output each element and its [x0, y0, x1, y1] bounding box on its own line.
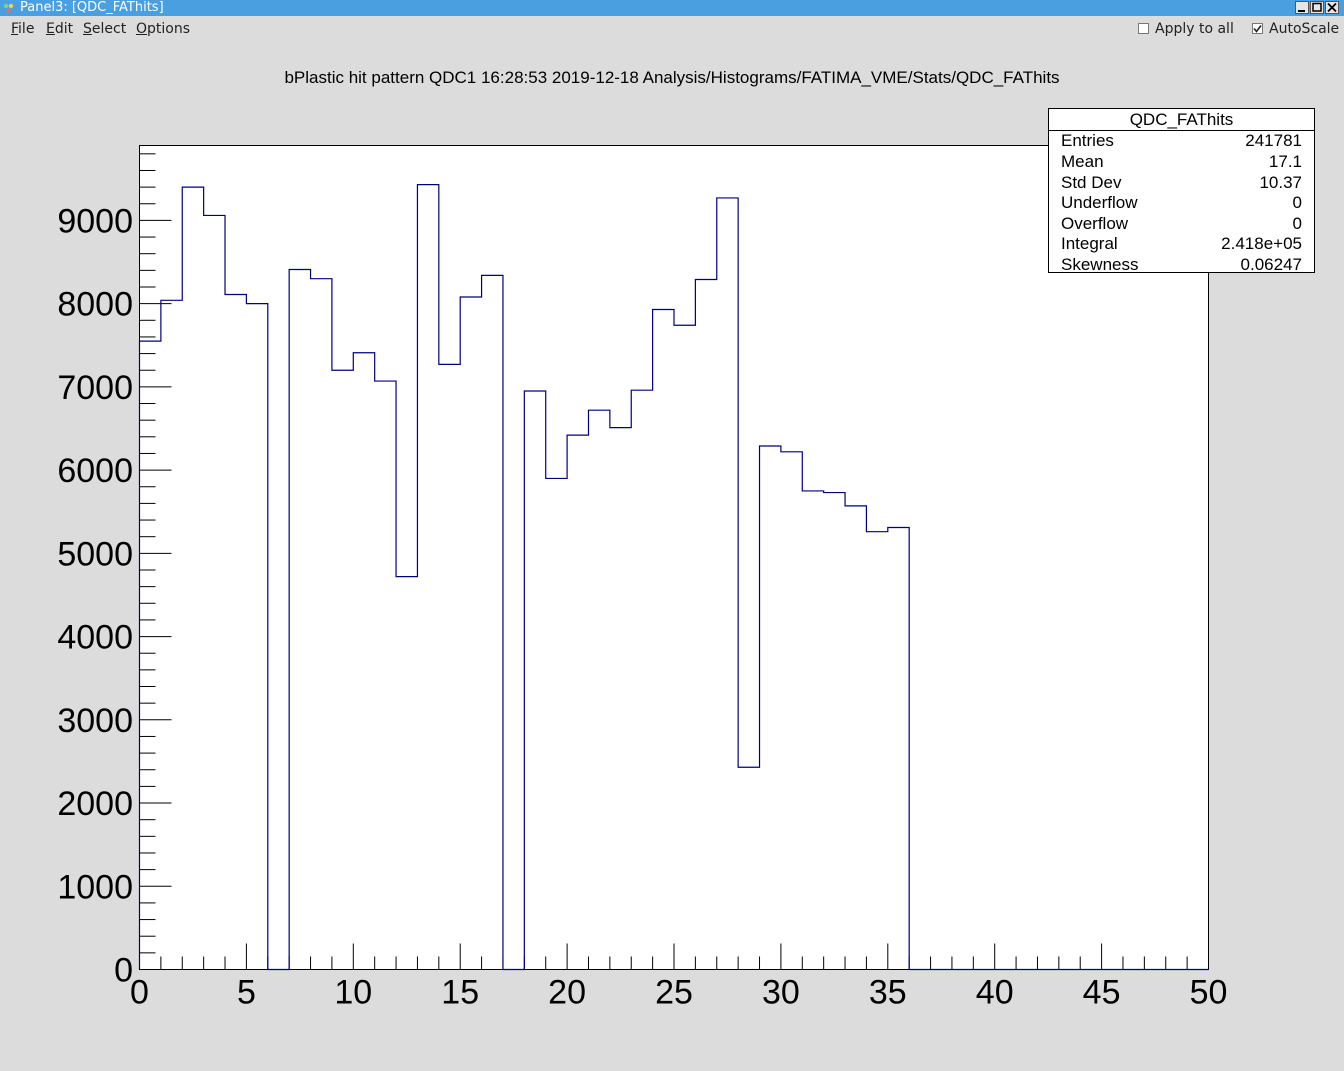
stats-value: 0.06247 [1240, 255, 1302, 274]
stats-value: 0 [1292, 214, 1302, 233]
stats-value: 17.1 [1268, 152, 1302, 171]
stats-row-integral: Integral 2.418e+05 [1061, 234, 1302, 254]
apply-to-all-checkbox[interactable] [1138, 23, 1149, 34]
plot-frame [139, 145, 1209, 970]
y-axis-labels: 0 1000 2000 3000 4000 5000 6000 7000 8000 9000 [57, 202, 133, 989]
stats-value: 0 [1292, 193, 1302, 212]
checkmark-icon [1253, 25, 1262, 33]
x-axis-labels: 0 5 10 15 20 25 30 35 40 45 50 [130, 974, 1227, 1012]
y-tick-label: 7000 [57, 369, 133, 407]
stats-row-mean: Mean 17.1 [1061, 152, 1302, 172]
close-icon [1327, 2, 1337, 13]
x-tick-label: 25 [655, 974, 693, 1012]
y-tick-label: 2000 [57, 785, 133, 823]
stats-label: Mean [1061, 152, 1104, 171]
stats-title: QDC_FAThits [1129, 110, 1234, 129]
x-tick-label: 15 [441, 974, 479, 1012]
x-tick-label: 5 [237, 974, 256, 1012]
apply-to-all-label: Apply to all [1155, 21, 1234, 37]
x-tick-label: 45 [1083, 974, 1121, 1012]
maximize-button[interactable] [1310, 1, 1324, 14]
x-tick-label: 30 [762, 974, 800, 1012]
menu-select[interactable]: Select [83, 21, 127, 37]
stats-label: Underflow [1061, 193, 1138, 212]
maximize-icon [1312, 2, 1322, 12]
chart-title: bPlastic hit pattern QDC1 16:28:53 2019-… [284, 68, 1060, 87]
stats-value: 10.37 [1259, 173, 1302, 192]
x-tick-label: 20 [548, 974, 586, 1012]
x-tick-label: 10 [334, 974, 372, 1012]
y-tick-label: 8000 [57, 286, 133, 324]
stats-value: 241781 [1245, 131, 1302, 150]
stats-box[interactable]: QDC_FAThits Entries 241781 Mean 17.1 Std D… [1048, 108, 1315, 275]
stats-row-skewness: Skewness 0.06247 [1061, 255, 1302, 275]
stats-label: Skewness [1061, 255, 1139, 274]
stats-label: Overflow [1061, 214, 1129, 233]
y-tick-label: 9000 [57, 202, 133, 240]
x-tick-label: 50 [1190, 974, 1228, 1012]
minimize-icon [1298, 10, 1305, 12]
stats-value: 2.418e+05 [1221, 234, 1302, 253]
y-axis-ticks [139, 153, 172, 970]
y-tick-label: 6000 [57, 452, 133, 490]
close-button[interactable] [1325, 1, 1339, 14]
x-tick-label: 0 [130, 974, 149, 1012]
y-tick-label: 4000 [57, 619, 133, 657]
stats-row-entries: Entries 241781 [1061, 131, 1302, 151]
y-tick-label: 0 [114, 952, 133, 990]
x-tick-label: 35 [869, 974, 907, 1012]
y-tick-label: 3000 [57, 702, 133, 740]
window-title: Panel3: [QDC_FAThits] [20, 0, 164, 15]
stats-label: Integral [1061, 234, 1118, 253]
y-tick-label: 1000 [57, 868, 133, 906]
stats-label: Entries [1061, 131, 1114, 150]
y-tick-label: 5000 [57, 535, 133, 573]
autoscale-checkbox[interactable] [1252, 23, 1263, 34]
stats-row-overflow: Overflow 0 [1061, 214, 1302, 234]
menu-options[interactable]: Options [136, 21, 191, 37]
minimize-button[interactable] [1295, 1, 1309, 14]
stats-row-std-dev: Std Dev 10.37 [1061, 173, 1302, 193]
menu-file[interactable]: File [11, 21, 35, 37]
stats-divider [1049, 130, 1314, 131]
window-titlebar[interactable]: Panel3: [QDC_FAThits] [0, 0, 1344, 16]
menu-bar: File Edit Select Options Apply to all Au… [0, 17, 1344, 42]
x-tick-label: 40 [976, 974, 1014, 1012]
stats-row-underflow: Underflow 0 [1061, 193, 1302, 213]
x-axis-ticks [139, 943, 1209, 970]
autoscale-label: AutoScale [1269, 21, 1340, 37]
root-app-icon [3, 3, 14, 14]
stats-label: Std Dev [1061, 173, 1122, 192]
menu-edit[interactable]: Edit [46, 21, 74, 37]
histogram-outline [138, 184, 1209, 971]
